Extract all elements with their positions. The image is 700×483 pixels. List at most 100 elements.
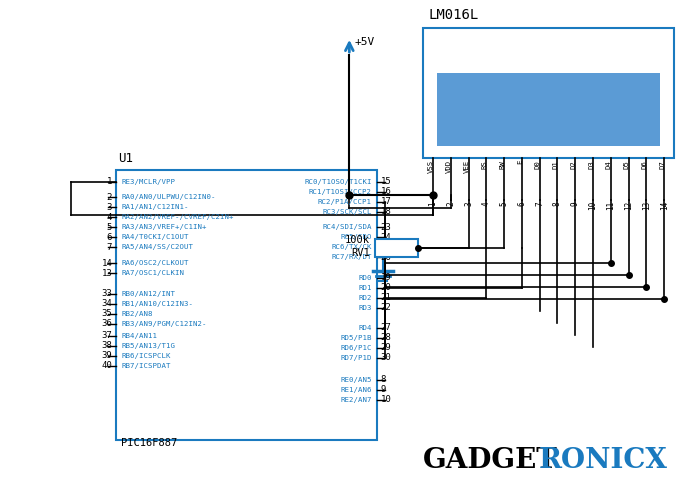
- Text: RA7/OSC1/CLKIN: RA7/OSC1/CLKIN: [121, 270, 184, 276]
- Text: D2: D2: [570, 160, 576, 169]
- Text: 100k: 100k: [345, 235, 370, 245]
- Text: RD3: RD3: [358, 305, 372, 311]
- Text: 2: 2: [107, 193, 112, 201]
- Text: RC0/T1OSO/T1CKI: RC0/T1OSO/T1CKI: [304, 179, 372, 185]
- Text: VEE: VEE: [463, 160, 470, 173]
- Text: 6: 6: [517, 201, 526, 206]
- Text: 3: 3: [464, 201, 473, 206]
- Text: RE2/AN7: RE2/AN7: [340, 397, 372, 403]
- Text: 14: 14: [659, 201, 668, 210]
- Text: GADGET: GADGET: [423, 446, 558, 473]
- Text: RC4/SDI/SDA: RC4/SDI/SDA: [323, 224, 372, 230]
- Text: RA6/OSC2/CLKOUT: RA6/OSC2/CLKOUT: [121, 260, 188, 266]
- Text: E: E: [517, 160, 523, 164]
- Text: 34: 34: [102, 299, 112, 309]
- Text: RC1/T1OSI/CCP2: RC1/T1OSI/CCP2: [309, 189, 372, 195]
- Text: RW: RW: [499, 160, 505, 169]
- Text: 6: 6: [107, 232, 112, 242]
- Bar: [375, 239, 418, 257]
- Text: RV1: RV1: [351, 248, 370, 258]
- Text: 24: 24: [381, 232, 391, 242]
- Text: RB0/AN12/INT: RB0/AN12/INT: [121, 291, 175, 297]
- Text: 13: 13: [642, 201, 651, 210]
- Text: 9: 9: [570, 201, 580, 206]
- Text: 23: 23: [381, 223, 391, 231]
- Text: RA5/AN4/SS/C2OUT: RA5/AN4/SS/C2OUT: [121, 244, 193, 250]
- Text: RB6/ICSPCLK: RB6/ICSPCLK: [121, 353, 171, 359]
- Text: 11: 11: [606, 201, 615, 210]
- Text: RA0/AN0/ULPWU/C12IN0-: RA0/AN0/ULPWU/C12IN0-: [121, 194, 216, 200]
- Text: 36: 36: [102, 319, 112, 328]
- Text: D5: D5: [624, 160, 629, 169]
- Text: 35: 35: [102, 310, 112, 318]
- Text: 26: 26: [381, 253, 391, 261]
- Text: RB5/AN13/T1G: RB5/AN13/T1G: [121, 343, 175, 349]
- Text: 13: 13: [102, 269, 112, 278]
- Text: RA3/AN3/VREF+/C1IN+: RA3/AN3/VREF+/C1IN+: [121, 224, 206, 230]
- Text: 18: 18: [381, 208, 391, 216]
- Text: 17: 17: [381, 198, 391, 207]
- Text: 3: 3: [107, 202, 112, 212]
- Text: 8: 8: [553, 201, 562, 206]
- Text: 9: 9: [381, 385, 386, 395]
- Text: RONICX: RONICX: [539, 446, 668, 473]
- Text: 25: 25: [381, 242, 391, 252]
- Text: RB3/AN9/PGM/C12IN2-: RB3/AN9/PGM/C12IN2-: [121, 321, 206, 327]
- Text: VSS: VSS: [428, 160, 434, 173]
- Text: D6: D6: [641, 160, 648, 169]
- Text: 30: 30: [381, 354, 391, 363]
- Text: 1: 1: [107, 177, 112, 186]
- Text: 8: 8: [381, 375, 386, 384]
- Text: RA2/AN2/VREF-/CVREF/C2IN+: RA2/AN2/VREF-/CVREF/C2IN+: [121, 214, 234, 220]
- Text: RB2/AN8: RB2/AN8: [121, 311, 153, 317]
- Text: 29: 29: [381, 343, 391, 353]
- Text: 2: 2: [446, 201, 455, 206]
- Text: RD0: RD0: [358, 275, 372, 281]
- Text: 19: 19: [381, 273, 391, 283]
- Text: D4: D4: [606, 160, 612, 169]
- Text: D0: D0: [535, 160, 540, 169]
- Text: RC6/TX/CK: RC6/TX/CK: [332, 244, 372, 250]
- Text: D1: D1: [552, 160, 559, 169]
- Text: 22: 22: [381, 303, 391, 313]
- Text: LM016L: LM016L: [428, 8, 478, 22]
- Text: 7: 7: [536, 201, 544, 206]
- Text: RD5/P1B: RD5/P1B: [340, 335, 372, 341]
- Text: 28: 28: [381, 333, 391, 342]
- Text: 40: 40: [102, 361, 112, 370]
- Text: U1: U1: [118, 152, 133, 165]
- Text: RD2: RD2: [358, 295, 372, 301]
- Text: RC2/P1A/CCP1: RC2/P1A/CCP1: [318, 199, 372, 205]
- Text: D3: D3: [588, 160, 594, 169]
- Bar: [423, 28, 674, 158]
- Text: 33: 33: [102, 289, 112, 298]
- Text: RD1: RD1: [358, 285, 372, 291]
- Text: +5V: +5V: [354, 37, 374, 47]
- Bar: [437, 73, 660, 146]
- Text: RB1/AN10/C12IN3-: RB1/AN10/C12IN3-: [121, 301, 193, 307]
- Text: RC3/SCK/SCL: RC3/SCK/SCL: [323, 209, 372, 215]
- Text: RC7/RX/DT: RC7/RX/DT: [332, 254, 372, 260]
- Text: D7: D7: [659, 160, 665, 169]
- Text: 5: 5: [107, 223, 112, 231]
- Text: RB4/AN11: RB4/AN11: [121, 333, 157, 339]
- Text: 14: 14: [102, 258, 112, 268]
- Text: 4: 4: [107, 213, 112, 222]
- Text: VDD: VDD: [446, 160, 452, 173]
- Text: 10: 10: [381, 396, 391, 404]
- Text: 38: 38: [102, 341, 112, 351]
- Text: RE0/AN5: RE0/AN5: [340, 377, 372, 383]
- Text: 21: 21: [381, 294, 391, 302]
- Text: 4: 4: [482, 201, 491, 206]
- Text: RA4/T0CKI/C1OUT: RA4/T0CKI/C1OUT: [121, 234, 188, 240]
- Text: 16: 16: [381, 187, 391, 197]
- Text: PIC16F887: PIC16F887: [121, 438, 177, 448]
- Text: 39: 39: [102, 352, 112, 360]
- Text: 12: 12: [624, 201, 633, 210]
- Text: 37: 37: [102, 331, 112, 341]
- Text: RD7/P1D: RD7/P1D: [340, 355, 372, 361]
- Text: RD6/P1C: RD6/P1C: [340, 345, 372, 351]
- Text: RA1/AN1/C12IN1-: RA1/AN1/C12IN1-: [121, 204, 188, 210]
- Text: 20: 20: [381, 284, 391, 293]
- Text: RE3/MCLR/VPP: RE3/MCLR/VPP: [121, 179, 175, 185]
